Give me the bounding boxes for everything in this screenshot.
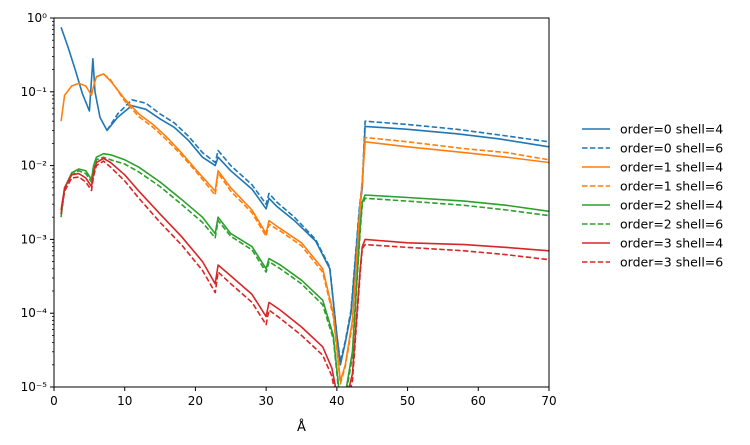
- legend-label: order=1 shell=4: [620, 160, 723, 175]
- x-axis: 0 10 20 30 40 50 60 70: [50, 387, 557, 408]
- y-tick-label: 10⁻³: [21, 232, 48, 246]
- x-axis-label: Å: [297, 419, 306, 435]
- y-tick-label: 10⁰: [27, 11, 47, 25]
- legend-label: order=0 shell=6: [620, 141, 723, 156]
- y-tick-label: 10⁻¹: [21, 85, 48, 99]
- series-layer: [60, 26, 549, 387]
- y-tick-label: 10⁻²: [21, 159, 48, 173]
- x-tick-label: 40: [329, 394, 344, 408]
- x-tick-label: 10: [117, 394, 132, 408]
- x-tick-label: 60: [471, 394, 486, 408]
- legend-label: order=0 shell=4: [620, 122, 723, 137]
- plot-frame: [53, 17, 550, 388]
- x-tick-label: 30: [259, 394, 274, 408]
- legend-label: order=2 shell=6: [620, 217, 723, 232]
- legend-label: order=3 shell=4: [620, 236, 723, 251]
- series-line-2: [60, 73, 549, 383]
- x-tick-label: 50: [400, 394, 415, 408]
- x-tick-label: 0: [50, 394, 58, 408]
- y-tick-label: 10⁻⁵: [21, 380, 48, 394]
- series-line-4: [60, 152, 549, 387]
- series-line-7: [60, 160, 549, 387]
- legend-label: order=3 shell=6: [620, 255, 723, 270]
- series-line-6: [60, 157, 549, 387]
- series-line-0: [60, 26, 549, 366]
- legend: order=0 shell=4 order=0 shell=6 order=1 sh…: [582, 122, 723, 270]
- x-tick-label: 70: [541, 394, 556, 408]
- legend-label: order=2 shell=4: [620, 198, 723, 213]
- series-line-1: [106, 99, 549, 363]
- y-tick-label: 10⁻⁴: [21, 306, 48, 320]
- y-axis: 10⁻⁵ 10⁻⁴ 10⁻³ 10⁻² 10⁻¹ 10⁰: [21, 11, 54, 394]
- series-line-3: [96, 73, 549, 385]
- x-tick-label: 20: [188, 394, 203, 408]
- legend-label: order=1 shell=6: [620, 179, 723, 194]
